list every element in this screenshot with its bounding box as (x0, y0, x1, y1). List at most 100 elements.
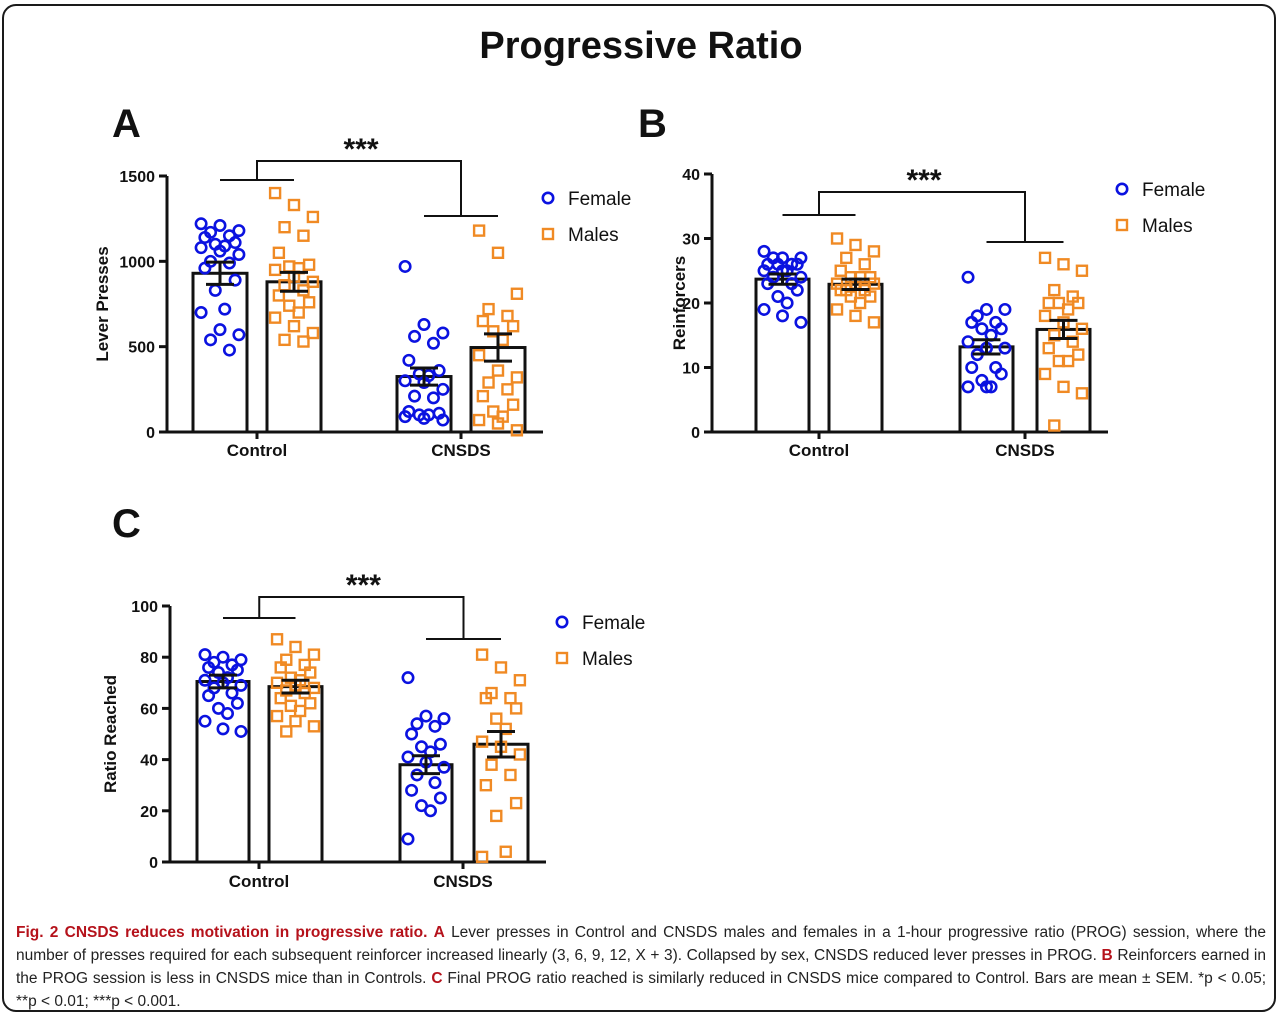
y-tick-label: 20 (682, 296, 700, 313)
legend: Female Males (555, 613, 645, 670)
male-point (1048, 419, 1061, 432)
male-point (1066, 335, 1079, 348)
female-point (398, 374, 412, 388)
female-point (432, 364, 446, 378)
category-label: Control (229, 872, 289, 891)
female-point (437, 760, 451, 774)
female-point (436, 382, 450, 396)
male-point (472, 413, 486, 427)
female-point (408, 329, 422, 343)
female-point (234, 678, 248, 692)
female-point (437, 712, 451, 726)
female-point (436, 413, 450, 427)
male-point (475, 850, 489, 864)
y-axis-title: Lever Presses (93, 246, 112, 361)
female-point (965, 360, 979, 374)
y-tick-label: 20 (140, 804, 158, 821)
female-point (213, 244, 227, 258)
male-point (513, 674, 527, 687)
female-point (426, 336, 440, 350)
female-point (401, 671, 415, 685)
legend-male-marker (1115, 218, 1129, 232)
male-point (270, 633, 284, 646)
male-point (491, 246, 505, 260)
male-point (274, 661, 287, 674)
legend-male-label: Males (568, 225, 619, 246)
male-point (490, 712, 503, 725)
chart-panel-b: B 0 10 20 30 40 Reinforcers Control CNSDS *** Fema… (638, 102, 1205, 460)
male-point (849, 309, 862, 323)
female-point (961, 335, 975, 349)
legend-female-marker (541, 191, 555, 205)
male-point (504, 768, 517, 782)
y-tick-label: 1500 (119, 169, 155, 186)
female-point (780, 296, 794, 310)
category-label: CNSDS (433, 872, 493, 891)
chart-panel-c: C 0 20 40 60 80 100 Ratio Reached Control CNSDS **… (101, 502, 645, 891)
category-label: Control (227, 441, 287, 460)
female-point (428, 776, 442, 790)
male-point (864, 290, 877, 303)
male-point (844, 290, 858, 303)
male-point (510, 424, 524, 437)
male-point (1075, 322, 1089, 335)
female-point (194, 241, 208, 255)
caption-letter-b: B (1101, 947, 1113, 964)
male-point (491, 417, 505, 430)
legend-female-label: Female (582, 613, 645, 634)
female-point (228, 236, 242, 250)
male-point (283, 299, 296, 312)
male-point (499, 722, 512, 736)
female-point (436, 326, 450, 340)
male-point (476, 314, 490, 328)
y-tick-label: 40 (682, 167, 700, 184)
female-point (408, 389, 422, 403)
male-point (304, 697, 317, 710)
male-point (1042, 341, 1055, 355)
legend-male-label: Males (582, 649, 633, 670)
male-point (472, 349, 486, 362)
figure-title: Progressive Ratio (479, 25, 802, 67)
male-point (487, 325, 500, 338)
bracket-top (256, 160, 462, 216)
female-point (419, 709, 433, 723)
female-point (405, 727, 419, 741)
female-point (222, 229, 236, 243)
y-axis-title: Ratio Reached (101, 675, 120, 793)
male-point (280, 725, 293, 738)
male-point (302, 296, 316, 309)
female-point (221, 707, 235, 721)
male-point (830, 303, 844, 316)
panel-letter: A (112, 102, 141, 146)
male-point (274, 691, 287, 705)
male-point (476, 389, 490, 403)
female-point (428, 719, 442, 733)
male-point (479, 691, 493, 705)
chart-panel-a: A 0 500 1000 1500 Lever Presses Control CNSDS **… (93, 102, 631, 460)
male-point (864, 271, 877, 284)
male-point (510, 371, 524, 384)
category-label: Control (789, 441, 849, 460)
male-point (482, 376, 495, 389)
female-point (228, 273, 242, 287)
female-point (202, 689, 216, 703)
female-point (998, 302, 1012, 316)
male-point (1038, 251, 1052, 265)
female-point (757, 302, 771, 316)
y-tick-label: 0 (149, 855, 158, 872)
significance-stars: *** (346, 569, 381, 602)
male-point (858, 258, 871, 271)
female-point (790, 257, 804, 271)
significance-stars: *** (343, 133, 378, 166)
male-point (840, 251, 853, 265)
male-point (830, 277, 844, 290)
significance-stars: *** (906, 164, 941, 197)
female-point (979, 302, 993, 316)
legend-female-marker (555, 615, 569, 629)
female-point (771, 290, 785, 304)
female-point (961, 380, 975, 394)
caption-text-a: Lever presses in Control and CNSDS males… (16, 924, 1266, 964)
female-point (198, 673, 212, 687)
female-point (794, 270, 808, 284)
